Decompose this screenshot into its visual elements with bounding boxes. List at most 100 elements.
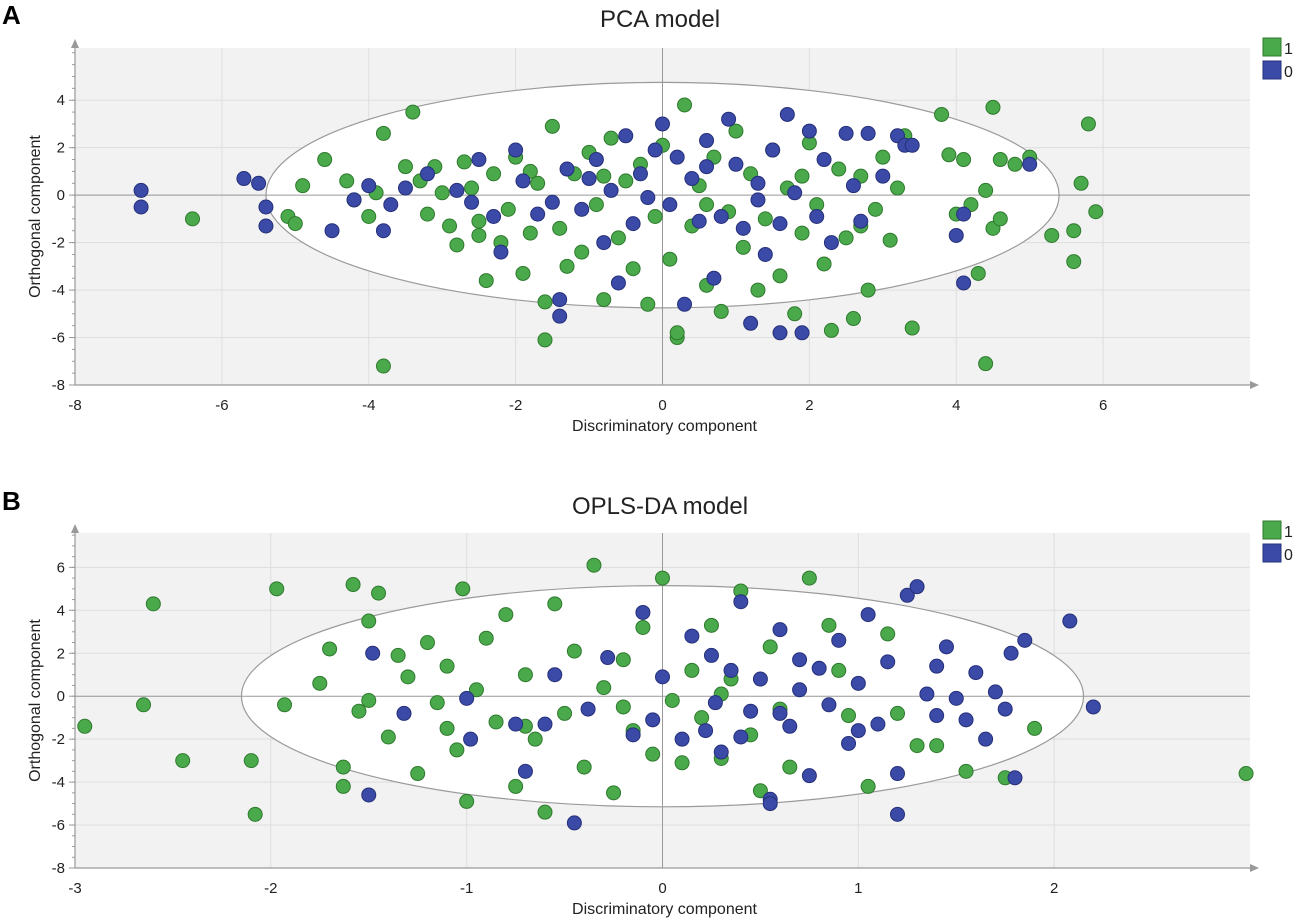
data-point-class-1 [420,635,435,651]
data-point-class-1 [361,613,377,629]
data-point-class-1 [610,230,626,246]
data-point-class-1 [420,206,435,222]
data-point-class-0 [574,201,590,217]
data-point-class-1 [860,282,876,298]
data-point-class-0 [713,744,729,760]
data-point-class-0 [1022,156,1038,172]
data-point-class-0 [515,173,531,189]
y-tick-label: 4 [57,602,65,619]
data-point-class-0 [647,142,663,158]
data-point-class-0 [792,682,808,698]
data-point-class-1 [576,759,592,775]
data-point-class-1 [566,643,582,659]
data-point-class-1 [635,619,651,635]
data-point-class-1 [588,197,604,213]
y-tick-label: -8 [52,860,65,877]
data-point-class-1 [335,759,351,775]
chart-b: -3 -2 -1 0 1 2 -8 -6 -4 -2 0 2 4 6 Discriminatory comp… [27,520,1293,918]
data-point-class-1 [970,265,986,281]
data-point-class-0 [899,587,915,603]
data-point-class-0 [997,701,1013,717]
data-point-class-1 [312,675,328,691]
x-axis-label: Discriminatory component [572,418,758,435]
data-point-class-0 [625,216,641,232]
data-point-class-1 [559,258,575,274]
data-point-class-1 [823,322,839,338]
y-tick-label: -6 [52,330,65,347]
y-tick-label: 2 [57,140,65,157]
x-tick-label: -4 [362,397,375,414]
y-tick-label: 6 [57,559,65,576]
data-point-class-0 [968,665,984,681]
data-point-class-0 [698,723,714,739]
data-point-class-0 [459,690,475,706]
data-point-class-1 [1080,116,1096,132]
data-point-class-1 [449,237,465,253]
x-tick-label: -2 [264,880,277,897]
data-point-class-0 [655,669,670,685]
data-point-class-0 [1085,699,1101,715]
panel-a-letter: A [2,0,21,30]
data-point-class-1 [397,159,413,175]
data-point-class-1 [455,581,471,597]
data-point-class-0 [919,686,935,702]
data-point-class-1 [845,311,861,327]
y-axis-label: Orthogonal component [27,619,44,782]
data-point-class-1 [544,118,560,134]
data-point-class-0 [508,142,524,158]
data-point-class-1 [816,256,832,272]
data-point-class-0 [552,308,568,324]
data-point-class-1 [875,149,891,165]
data-point-class-1 [547,596,563,612]
data-point-class-1 [1238,766,1254,782]
data-point-class-0 [133,182,149,198]
data-point-class-1 [557,705,573,721]
data-point-class-0 [956,275,972,291]
data-point-class-1 [772,268,788,284]
data-point-class-1 [882,232,898,248]
y-axis-arrow [71,39,79,48]
data-point-class-0 [757,246,773,262]
data-point-class-1 [456,154,472,170]
data-point-class-1 [471,213,487,229]
data-point-class-1 [890,705,905,721]
data-point-class-0 [723,662,739,678]
data-point-class-1 [880,626,896,642]
data-point-class-1 [841,708,857,724]
data-point-class-0 [948,227,964,243]
data-point-class-1 [645,746,661,762]
data-point-class-1 [471,227,487,243]
data-point-class-1 [615,652,631,668]
data-point-class-1 [1066,223,1082,239]
data-point-class-0 [743,703,759,719]
legend-swatch-0 [1262,60,1282,80]
data-point-class-0 [691,213,707,229]
data-point-class-1 [1073,175,1089,191]
data-point-class-1 [992,152,1008,168]
data-point-class-1 [287,216,303,232]
data-point-class-0 [640,190,656,206]
data-point-class-0 [875,168,891,184]
data-point-class-0 [809,209,825,224]
data-point-class-0 [752,671,768,687]
data-point-class-0 [987,684,1003,700]
data-point-class-0 [493,244,509,260]
data-point-class-0 [929,708,945,724]
data-point-class-0 [566,815,582,831]
data-point-class-0 [823,235,839,251]
data-point-class-0 [463,731,479,747]
legend-label-1: 1 [1284,41,1293,58]
data-point-class-1 [449,742,465,758]
data-point-class-1 [904,320,920,336]
data-point-class-0 [464,194,480,210]
data-point-class-1 [821,617,837,633]
data-point-class-1 [615,699,631,715]
x-axis-arrow [1250,381,1259,389]
y-tick-label: 0 [57,688,65,705]
data-point-class-1 [655,570,670,586]
data-point-class-1 [674,755,690,771]
data-point-class-1 [586,557,602,573]
data-point-class-0 [508,716,524,732]
data-point-class-0 [486,209,502,224]
data-point-class-1 [478,273,494,289]
